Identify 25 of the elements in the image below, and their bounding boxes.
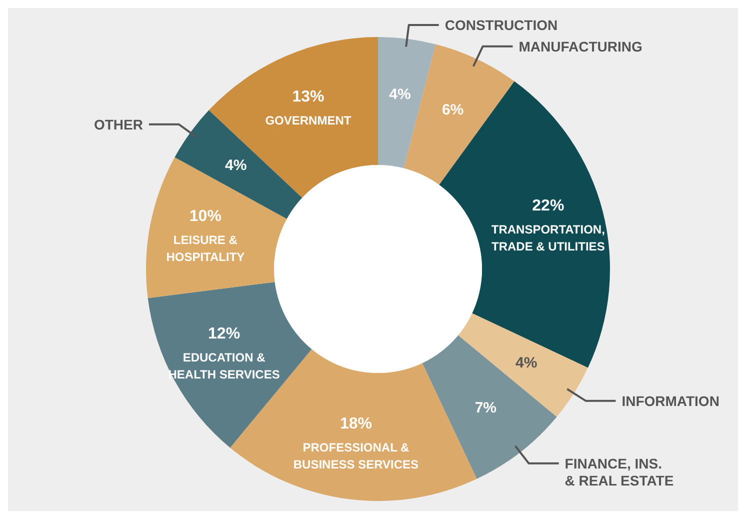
slice-label: MANUFACTURING [518, 38, 643, 54]
slice-label: CONSTRUCTION [444, 16, 558, 33]
slice-label: TRANSPORTATION, TRADE & UTILITIES [491, 222, 605, 254]
data-label: 4% [515, 354, 538, 372]
data-label: 12% [208, 326, 240, 343]
slice-label: LEISURE & HOSPITALITY [166, 233, 245, 264]
data-label: 7% [474, 399, 497, 416]
slice-label: OTHER [94, 116, 143, 132]
data-label: 10% [189, 208, 222, 226]
slice-label: PROFESSIONAL & BUSINESS SERVICES [293, 440, 419, 472]
donut-slice [458, 313, 588, 417]
data-label: 4% [225, 157, 247, 174]
data-label: 4% [389, 86, 411, 104]
donut-slice [208, 37, 378, 198]
donut-slice [378, 37, 436, 168]
donut-slice [146, 157, 287, 298]
data-label: 22% [532, 197, 564, 214]
slice-label: FINANCE, INS. & REAL ESTATE [564, 455, 674, 488]
data-label: 18% [340, 415, 372, 432]
slice-label: GOVERNMENT [265, 113, 352, 128]
slice-label: INFORMATION [622, 392, 720, 409]
data-label: 6% [442, 102, 464, 119]
donut-slice [422, 335, 557, 479]
data-label: 13% [292, 88, 324, 106]
donut-slice [439, 81, 610, 368]
